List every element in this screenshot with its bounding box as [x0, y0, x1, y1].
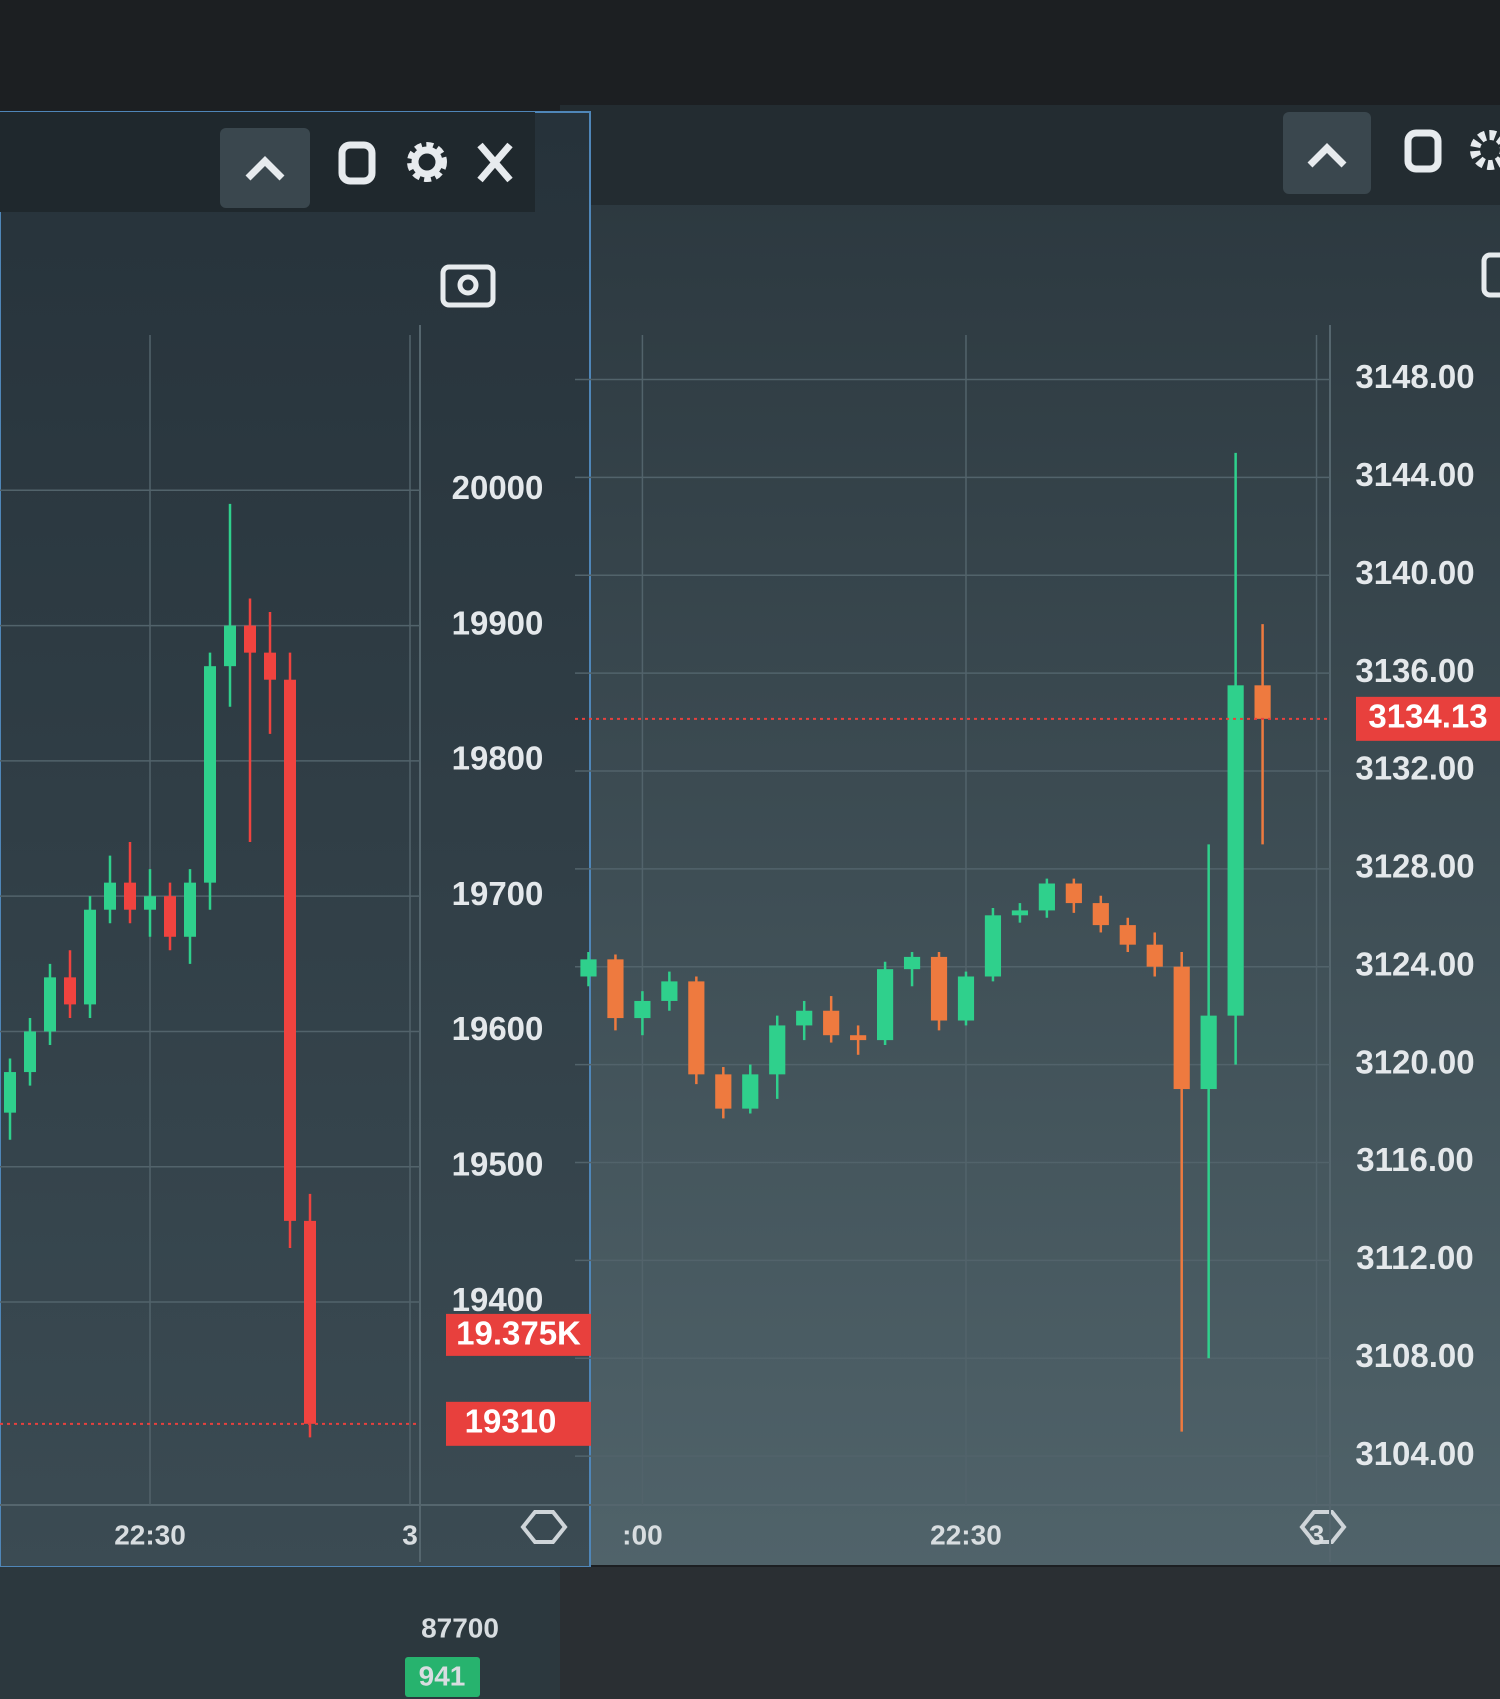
candle-body: [104, 882, 116, 910]
close-button[interactable]: [477, 142, 513, 183]
gear-teeth: [1470, 130, 1500, 170]
candle-body: [796, 1010, 813, 1026]
x-tick-label: :00: [622, 1519, 662, 1550]
lower-tick-label: 87700: [421, 1612, 499, 1643]
x-tick-label: 3: [1309, 1519, 1325, 1550]
secondary-price-label: 19.375K: [456, 1315, 581, 1352]
candle-body: [984, 915, 1002, 977]
candle-body: [204, 666, 216, 883]
candle-body: [715, 1074, 732, 1109]
camera-body: [440, 264, 496, 308]
collapse-button[interactable]: [220, 128, 310, 208]
candle-body: [244, 625, 256, 653]
settings-button[interactable]: [1470, 130, 1500, 170]
chart: 3104.00 3108.00 3112.00 3116.00 3120.00 3124.…: [575, 325, 1500, 1562]
axis-settings[interactable]: [1299, 1510, 1347, 1544]
collapse-button[interactable]: [1283, 112, 1371, 194]
candle-body: [607, 959, 624, 1019]
y-tick-label: 19900: [452, 604, 544, 641]
right-panel: [560, 105, 1500, 1565]
y-tick-label: 3144.00: [1355, 456, 1474, 493]
last-price-box: [1356, 696, 1500, 741]
y-tick-label: 20000: [452, 469, 544, 506]
y-tick-label: 3108.00: [1355, 1337, 1474, 1374]
x-tick-label: 3: [402, 1519, 418, 1550]
y-tick-label: 3116.00: [1356, 1141, 1473, 1178]
x-tick-label: 22:30: [114, 1519, 186, 1550]
camera-lens: [457, 274, 479, 296]
y-tick-label: 3140.00: [1355, 554, 1474, 591]
candle-body: [124, 882, 136, 910]
candle-body: [4, 1072, 16, 1113]
y-tick-label: 19400: [452, 1281, 544, 1318]
candle-body: [580, 959, 597, 977]
y-tick-label: 19600: [452, 1010, 544, 1047]
lower-right: [560, 1567, 1500, 1699]
candle-body: [661, 981, 678, 1001]
y-tick-label: 3148.00: [1355, 358, 1474, 395]
y-tick-label: 3124.00: [1355, 945, 1474, 982]
settings-button[interactable]: [407, 142, 447, 182]
collapse-icon: [1307, 143, 1347, 168]
axis-settings[interactable]: [520, 1510, 568, 1544]
y-tick-label: 19500: [452, 1145, 544, 1182]
candle-body: [1038, 883, 1055, 911]
candle-body: [184, 882, 196, 937]
screenshot-button[interactable]: [440, 264, 496, 308]
candle-body: [1092, 903, 1109, 926]
gear-ring: [411, 146, 443, 178]
candle-body: [1119, 925, 1136, 945]
y-tick-label: 3104.00: [1355, 1435, 1474, 1472]
volume-badge-label: 941: [419, 1660, 466, 1691]
volume-badge: [405, 1657, 480, 1697]
candle-body: [877, 969, 894, 1041]
candle-body: [144, 896, 156, 910]
candle-body: [903, 956, 921, 970]
y-tick-label: 3128.00: [1355, 848, 1474, 885]
collapse-icon: [245, 156, 285, 181]
candle-body: [1065, 883, 1082, 904]
candle-body: [850, 1035, 867, 1041]
candle-body: [284, 679, 296, 1221]
screenshot-button[interactable]: [1481, 252, 1500, 298]
candle-body: [24, 1031, 36, 1073]
y-tick-label: 19800: [452, 740, 544, 777]
candle-body: [688, 981, 705, 1075]
candle-body: [1146, 944, 1163, 967]
candle-body: [64, 977, 76, 1005]
last-price-label: 19310: [465, 1403, 557, 1440]
candle-body: [1254, 685, 1271, 719]
y-tick-label: 3120.00: [1355, 1043, 1474, 1080]
candle-body: [742, 1074, 759, 1109]
x-tick-label: 22:30: [930, 1519, 1002, 1550]
candle-body: [164, 896, 176, 937]
maximize-button[interactable]: [1404, 129, 1442, 173]
candle-body: [1227, 685, 1244, 1016]
last-price-box: [446, 1401, 591, 1446]
candle-body: [84, 909, 96, 1005]
candle-body: [1173, 966, 1190, 1090]
chart: 19400 19500 19600 19700 19800 19900 20000 22:30…: [0, 325, 591, 1562]
candle-body: [1011, 910, 1028, 916]
candle-body: [264, 652, 276, 680]
y-tick-label: 3132.00: [1355, 750, 1474, 787]
candle-body: [224, 625, 236, 667]
candle-body: [44, 977, 56, 1032]
last-price-label: 3134.13: [1368, 698, 1487, 735]
candle-body: [823, 1010, 840, 1036]
candle-body: [930, 956, 948, 1021]
y-tick-label: 3112.00: [1356, 1239, 1473, 1276]
secondary-price-box: [446, 1313, 591, 1356]
candle-body: [1200, 1015, 1217, 1090]
y-tick-label: 3136.00: [1355, 652, 1474, 689]
candle-body: [957, 976, 975, 1021]
maximize-button[interactable]: [338, 141, 376, 185]
candle-body: [634, 1000, 651, 1019]
candle-body: [304, 1220, 316, 1424]
candle-body: [769, 1025, 786, 1075]
y-tick-label: 19700: [452, 875, 544, 912]
